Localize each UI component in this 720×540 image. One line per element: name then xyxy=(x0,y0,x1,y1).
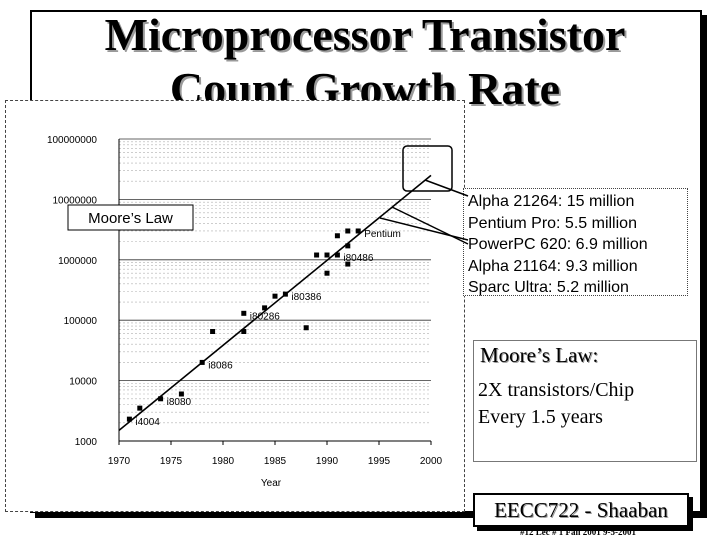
callout-line-alpha-21264: Alpha 21264: 15 million xyxy=(468,193,635,210)
data-point xyxy=(345,228,351,234)
chart-panel: 1000 10000 100000 1000000 10000000 100000000 1… xyxy=(5,100,465,512)
data-point-label: i80286 xyxy=(250,311,280,322)
data-point xyxy=(126,416,132,422)
trendline-label: Moore’s Law xyxy=(88,210,173,227)
x-tick-label: 1990 xyxy=(316,456,339,467)
data-point xyxy=(158,396,164,402)
moores-law-body: 2X transistors/Chip Every 1.5 years xyxy=(478,377,634,431)
data-point-label: i8080 xyxy=(167,397,192,408)
x-tick-label: 1975 xyxy=(160,456,183,467)
x-tick-label: 1995 xyxy=(368,456,391,467)
x-axis-label: Year xyxy=(261,478,282,489)
slide-title-line-1: Microprocessor Transistor xyxy=(104,9,626,60)
moores-law-line-2: Every 1.5 years xyxy=(478,406,603,428)
data-point xyxy=(262,305,268,311)
y-tick-label: 10000 xyxy=(69,377,97,388)
moores-law-line-1: 2X transistors/Chip xyxy=(478,379,635,401)
data-point xyxy=(241,329,247,335)
y-tick-label: 100000000 xyxy=(47,135,97,146)
callout-line-powerpc-620: PowerPC 620: 6.9 million xyxy=(468,236,648,253)
transistor-count-chart: 1000 10000 100000 1000000 10000000 100000000 1… xyxy=(47,135,443,489)
data-point-label: i80386 xyxy=(291,292,321,303)
trendline-label-box xyxy=(67,204,194,231)
data-point xyxy=(241,310,247,316)
data-point-label: i4004 xyxy=(135,417,160,428)
moores-law-box: Moore’s Law: 2X transistors/Chip Every 1… xyxy=(473,340,697,462)
data-point xyxy=(178,391,184,397)
slide-title: Microprocessor Transistor Count Growth R… xyxy=(40,8,690,116)
course-footer-box: EECC722 - Shaaban xyxy=(473,493,689,527)
data-point xyxy=(282,291,288,297)
data-point xyxy=(303,325,309,331)
x-tick-label: 2000 xyxy=(420,456,443,467)
y-tick-label: 1000000 xyxy=(58,256,97,267)
x-tick-label: 1980 xyxy=(212,456,235,467)
y-tick-label: 10000000 xyxy=(53,195,98,206)
x-tick-label: 1970 xyxy=(108,456,131,467)
data-point xyxy=(199,359,205,365)
data-point xyxy=(345,261,351,267)
callout-line-alpha-21164: Alpha 21164: 9.3 million xyxy=(468,257,638,275)
data-point xyxy=(314,252,320,258)
data-point xyxy=(324,252,330,258)
data-point xyxy=(272,293,278,299)
data-point-label: Pentium xyxy=(364,229,401,240)
data-point xyxy=(324,270,330,276)
y-tick-label: 100000 xyxy=(64,316,98,327)
footer-note: #12 Lec # 1 Fall 2001 9-5-2001 xyxy=(520,527,636,537)
data-point xyxy=(334,252,340,258)
callout-line-pentium-pro: Pentium Pro: 5.5 million xyxy=(468,214,637,232)
data-point xyxy=(334,233,340,239)
data-point xyxy=(137,405,143,411)
callout-box: Alpha 21264: 15 million Pentium Pro: 5.5… xyxy=(463,188,688,296)
x-tick-label: 1985 xyxy=(264,456,287,467)
y-tick-label: 1000 xyxy=(75,437,98,448)
data-point-label: i80486 xyxy=(343,253,373,264)
data-point xyxy=(355,228,361,234)
moores-law-trendline xyxy=(118,174,432,431)
data-point xyxy=(345,243,351,249)
data-point-label: i8086 xyxy=(208,360,233,371)
moores-law-title: Moore’s Law: xyxy=(480,343,599,367)
callout-line-sparc-ultra: Sparc Ultra: 5.2 million xyxy=(468,279,629,296)
data-point xyxy=(210,329,216,335)
